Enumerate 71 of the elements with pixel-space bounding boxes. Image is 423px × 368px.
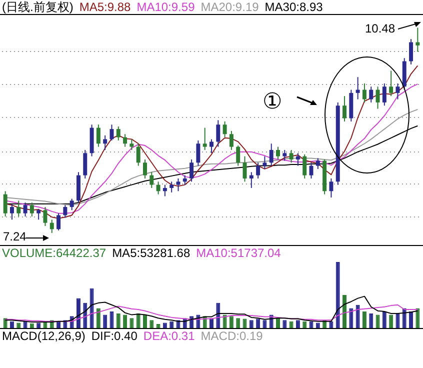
candlestick [269,143,274,166]
annotation: 10.48 [364,21,396,36]
text: DEA:0.31 [143,329,195,343]
candlestick [202,127,207,150]
candlestick [362,82,366,103]
candlestick [36,208,41,220]
candlestick [156,181,160,195]
text: MA5:9.88 [79,0,131,14]
candlestick [229,130,234,150]
candlestick [63,204,68,218]
text: DIF:0.40 [91,329,138,343]
candlestick [356,76,360,100]
candlestick [222,120,227,138]
text: VOLUME:64422.37 [2,246,106,260]
candlestick [262,156,267,170]
candlestick [3,190,8,217]
candlestick [409,38,414,65]
candlestick [96,124,100,148]
text: MA10:51737.04 [196,246,281,260]
candlestick [342,96,347,122]
candlestick [16,200,21,217]
candlestick [196,140,200,166]
candlestick [236,145,240,166]
candlestick [382,82,386,106]
candlestick [389,70,394,97]
candlestick [23,202,28,217]
candlestick [50,219,54,234]
text: MACD(12,26,9) [2,329,86,343]
candlestick [416,27,420,52]
candlestick [316,158,320,170]
candlestick [43,206,48,226]
candlestick [216,120,220,148]
candlestick [376,86,380,110]
candlestick [162,184,167,197]
candlestick [70,198,74,211]
candlestick [289,149,294,164]
candlestick [282,149,287,162]
candlestick [136,143,140,166]
candlestick [296,152,300,166]
text: MA30:8.93 [264,0,323,14]
candlestick [110,124,114,141]
candlestick [170,181,174,193]
chart-title: (日线.前复权) [2,0,74,14]
candlestick [56,212,61,231]
candlestick [103,134,108,150]
candlestick [142,158,147,179]
candlestick [256,162,260,179]
annotation: 7.24 [3,229,27,244]
candlestick [83,149,88,179]
candlestick [210,138,214,154]
candlestick [130,138,134,150]
candlestick [302,154,307,179]
candlestick [30,202,34,217]
candlestick [123,134,128,148]
text: MA20:9.19 [200,0,259,14]
candlestick [309,162,314,179]
candlestick [116,126,120,141]
candlestick [150,172,154,188]
candlestick [369,86,374,103]
text: MA5:53281.68 [112,246,190,260]
candlestick [249,172,254,188]
candlestick [329,178,334,198]
candlestick [176,178,180,192]
annotation: ① [262,90,282,115]
text: MA10:9.59 [136,0,195,14]
candlestick [276,146,280,160]
candlestick [396,82,400,100]
candlestick [10,203,14,220]
text: MACD:0.19 [200,329,263,343]
candlestick [182,174,187,186]
candlestick [190,158,194,182]
